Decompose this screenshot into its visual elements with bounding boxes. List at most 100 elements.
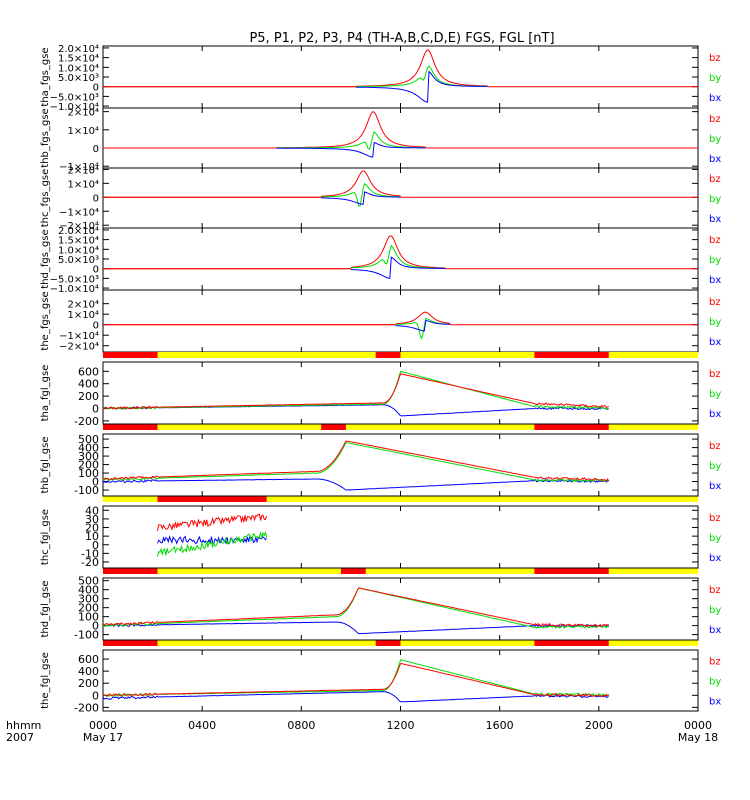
fgl-frame: [102, 577, 699, 641]
y-tick-label: −5.0×10³: [50, 274, 99, 285]
flag-bar-thb_fgl_gse: [103, 424, 698, 430]
flag-bar-on: [341, 568, 366, 574]
y-tick-label: 1.0×10⁴: [58, 63, 99, 74]
y-axis-label: tha_fgl_gse: [40, 365, 51, 422]
y-tick-label: −5.0×10³: [50, 92, 99, 103]
fgl-frame: [102, 505, 699, 569]
fgs-frame: [102, 107, 699, 169]
flag-bar-on: [534, 424, 609, 430]
y-tick-label: 0: [93, 83, 99, 94]
fgl-bz-line: [102, 662, 609, 697]
fgl-bx-line: [102, 478, 609, 491]
y-tick-label: 1×10⁴: [68, 310, 99, 321]
x-date-label: May 17: [83, 731, 123, 744]
legend-bx: bx: [709, 337, 721, 348]
flag-bar-tha_fgl_gse: [103, 352, 698, 358]
fgs-by-line: [321, 182, 401, 207]
flag-bar-on: [103, 568, 158, 574]
legend-bz: bz: [709, 657, 721, 668]
fgs-frame: [102, 45, 699, 109]
chart-title: P5, P1, P2, P3, P4 (TH-A,B,C,D,E) FGS, F…: [249, 31, 554, 46]
flag-bar-off: [103, 424, 698, 430]
y-tick-label: 0: [93, 321, 99, 332]
legend-bx: bx: [709, 275, 721, 286]
y-tick-label: 400: [78, 442, 99, 455]
fgl-by-line: [102, 442, 610, 483]
y-axis-label: the_fgl_gse: [40, 652, 51, 709]
y-tick-label: 40: [85, 504, 99, 517]
fgs-panel-thd_fgs_gse: 2.0×10⁴1.5×10⁴1.0×10⁴5.0×10³0−5.0×10³−1.…: [40, 226, 721, 295]
y-tick-label: 5.0×10³: [58, 255, 99, 266]
legend-by: by: [709, 73, 721, 84]
fgs-bz-line: [103, 111, 698, 149]
flag-bar-on: [534, 568, 609, 574]
legend-bx: bx: [709, 93, 721, 104]
legend-by: by: [709, 461, 721, 472]
y-axis-label: thd_fgl_gse: [40, 581, 51, 638]
y-axis-label: thd_fgs_gse: [40, 229, 51, 288]
flag-bar-the_fgl_gse: [103, 640, 698, 646]
fgl-bx-line: [102, 691, 610, 703]
flag-bar-thd_fgl_gse: [103, 568, 698, 574]
y-tick-label: 500: [78, 575, 99, 588]
flag-bar-on: [321, 424, 346, 430]
y-tick-label: 500: [78, 433, 99, 446]
flag-bar-on: [375, 352, 401, 358]
legend-bz: bz: [709, 114, 721, 125]
flag-bar-on: [375, 640, 401, 646]
x-corner-label-hhmm: hhmm: [6, 719, 41, 732]
fgl-bz-line: [102, 373, 610, 410]
flag-bar-on: [534, 640, 609, 646]
y-tick-label: 1×10⁴: [68, 179, 99, 190]
flag-bar-on: [534, 352, 609, 358]
y-tick-label: 100: [78, 467, 99, 480]
y-tick-label: 10: [85, 530, 99, 543]
fgl-bz-line: [102, 440, 610, 482]
y-axis-label: tha_fgs_gse: [40, 47, 51, 106]
fgs-by-line: [276, 131, 426, 150]
y-tick-label: 2×10⁴: [68, 300, 99, 311]
legend-bx: bx: [709, 697, 721, 708]
y-tick-label: 400: [78, 665, 99, 678]
y-tick-label: 300: [78, 450, 99, 463]
fgs-frame: [102, 227, 699, 291]
y-tick-label: 200: [78, 390, 99, 403]
fgs-panel-tha_fgs_gse: 2.0×10⁴1.5×10⁴1.0×10⁴5.0×10³0−5.0×10³−1.…: [40, 44, 721, 113]
legend-by: by: [709, 255, 721, 266]
y-tick-label: 400: [78, 584, 99, 597]
legend-bz: bz: [709, 235, 721, 246]
y-tick-label: 0: [92, 476, 99, 489]
y-tick-label: 400: [78, 378, 99, 391]
legend-by: by: [709, 533, 721, 544]
y-axis-label: thc_fgs_gse: [40, 169, 51, 228]
y-tick-label: −2×10⁴: [59, 342, 99, 353]
fgs-bz-line: [103, 170, 698, 198]
x-tick-label: 1600: [486, 719, 514, 732]
flag-bar-on: [103, 640, 158, 646]
y-tick-label: 2.0×10⁴: [58, 226, 99, 237]
y-tick-label: −1×10⁴: [59, 162, 99, 173]
fgs-panel-thc_fgs_gse: 2×10⁴ 1×10⁴ 0 −1×10⁴ −2×10⁴ thc_fgs_gse bz by bx: [40, 165, 721, 232]
legend-bz: bz: [709, 441, 721, 452]
y-tick-label: 1×10⁴: [68, 126, 99, 137]
fgs-bz-line: [103, 49, 698, 88]
y-tick-label: -100: [74, 629, 99, 642]
y-tick-label: 0: [93, 265, 99, 276]
fgl-by-line: [157, 530, 268, 557]
y-tick-label: 200: [78, 459, 99, 472]
fgl-bx-line: [102, 621, 609, 635]
y-tick-label: −1.0×10⁴: [50, 102, 99, 113]
y-tick-label: −1×10⁴: [59, 207, 99, 218]
fgs-bx-line: [350, 256, 446, 279]
x-tick-label: 0400: [188, 719, 216, 732]
legend-bx: bx: [709, 409, 721, 420]
fgs-bz-line: [103, 311, 698, 326]
legend-bx: bx: [709, 154, 721, 165]
y-tick-label: -20: [81, 556, 99, 569]
fgs-frame: [102, 167, 699, 229]
y-tick-label: −1.0×10⁴: [50, 284, 99, 295]
